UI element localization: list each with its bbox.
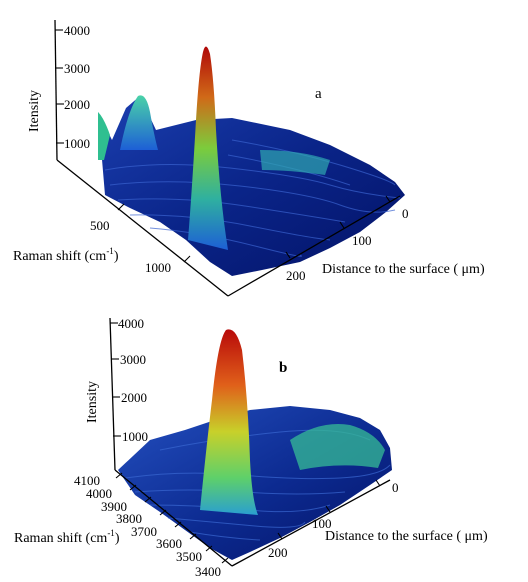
panel-b-x-tick-3600: 3600 xyxy=(156,536,182,551)
panel-a-distance-axis xyxy=(227,195,401,297)
panel-b-x-tick-marks xyxy=(115,472,229,564)
panel-b-y-tick-mark-200 xyxy=(277,532,283,540)
panel-b-x-tick-4100: 4100 xyxy=(74,473,100,488)
panel-b-x-tick-3700: 3700 xyxy=(131,524,157,539)
panel-a: 4000 3000 2000 1000 Itensity 500 1000 Ra… xyxy=(13,19,485,297)
panel-b-z-axis xyxy=(109,317,116,471)
panel-a-z-tick-4000: 4000 xyxy=(64,23,90,38)
panel-a-x-label: Raman shift (cm-1) xyxy=(13,246,119,264)
panel-b-z-label: Itensity xyxy=(85,381,100,423)
panel-b-x-tick-3500: 3500 xyxy=(176,549,202,564)
panel-b-letter: b xyxy=(279,360,287,376)
panel-a-y-tick-0: 0 xyxy=(402,206,409,221)
panel-a-z-ticks xyxy=(55,29,64,144)
panel-b-distance-axis xyxy=(231,479,391,567)
panel-b-x-tick-3900: 3900 xyxy=(101,499,127,514)
panel-a-z-tick-1000: 1000 xyxy=(64,136,90,151)
panel-b-z-ticks xyxy=(110,322,121,437)
panel-b-x-label: Raman shift (cm-1) xyxy=(14,528,120,546)
panel-a-peak-left xyxy=(120,95,158,150)
panel-b-y-label: Distance to the surface ( μm) xyxy=(325,529,488,544)
panel-a-depth-axis xyxy=(56,159,229,297)
panel-a-x-tick-mark-500 xyxy=(117,203,125,211)
panel-b-green-region xyxy=(290,424,385,470)
panel-b-y-tick-mark-100 xyxy=(325,505,331,513)
panel-a-y-tick-mark-200 xyxy=(285,251,291,259)
panel-b-z-tick-4000: 4000 xyxy=(118,316,144,331)
panel-a-letter: a xyxy=(315,86,322,102)
panel-b-z-tick-3000: 3000 xyxy=(120,352,146,367)
panel-a-y-tick-mark-100 xyxy=(339,221,345,229)
panel-a-z-label: Itensity xyxy=(27,90,42,132)
panel-a-y-tick-200: 200 xyxy=(286,268,306,283)
panel-b-y-tick-100: 100 xyxy=(312,516,332,531)
panel-a-x-tick-mark-1000 xyxy=(183,255,191,263)
panel-b-z-tick-2000: 2000 xyxy=(121,390,147,405)
panel-b-x-tick-3400: 3400 xyxy=(195,564,221,579)
panel-a-y-tick-100: 100 xyxy=(352,233,372,248)
panel-b-z-tick-1000: 1000 xyxy=(122,429,148,444)
panel-b: 4000 3000 2000 1000 Itensity 4100 4000 3… xyxy=(14,316,488,579)
panel-a-y-label: Distance to the surface ( μm) xyxy=(322,262,485,277)
panel-a-z-tick-2000: 2000 xyxy=(64,97,90,112)
panel-a-y-tick-mark-0 xyxy=(385,195,391,203)
panel-a-x-tick-1000: 1000 xyxy=(145,260,171,275)
panel-a-shoulder xyxy=(260,150,330,175)
panel-a-main-peak xyxy=(188,46,228,250)
panel-b-x-tick-3800: 3800 xyxy=(116,511,142,526)
panel-a-ridges xyxy=(104,139,401,257)
panel-b-y-tick-200: 200 xyxy=(268,545,288,560)
panel-b-x-tick-4000: 4000 xyxy=(86,486,112,501)
panel-b-main-peak xyxy=(200,329,258,515)
panel-a-z-axis xyxy=(54,19,58,161)
panel-b-y-tick-mark-0 xyxy=(375,479,381,487)
panel-a-edge-peak xyxy=(98,112,110,160)
panel-a-x-tick-500: 500 xyxy=(90,218,110,233)
panel-b-y-tick-0: 0 xyxy=(392,480,399,495)
panel-a-z-tick-3000: 3000 xyxy=(64,61,90,76)
